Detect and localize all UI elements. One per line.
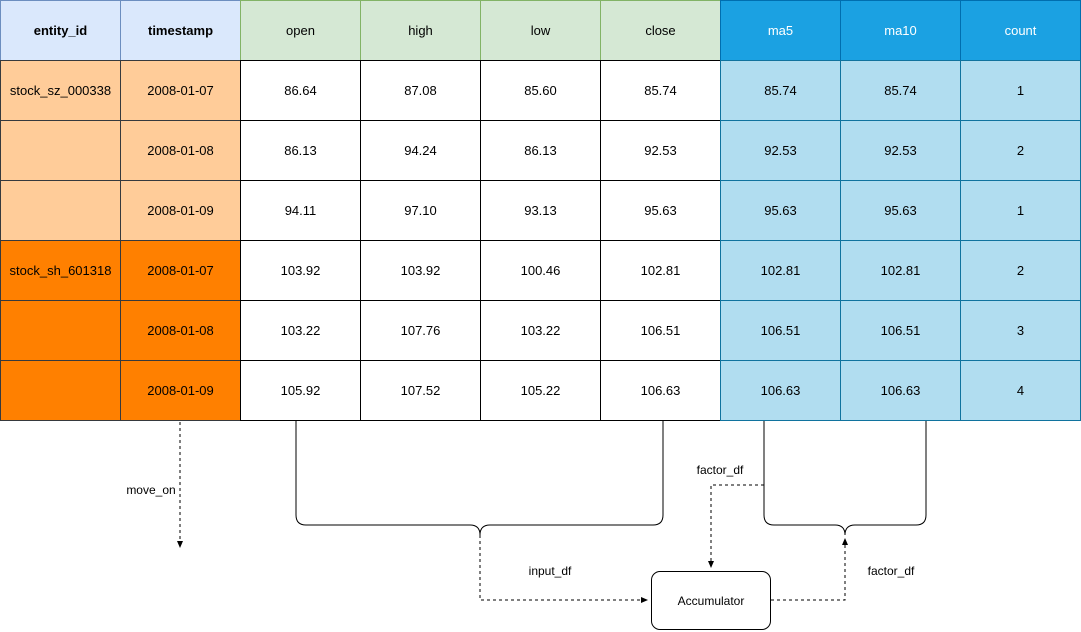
table-cell-low: 105.22 [480,360,601,421]
price-columns-brace [295,421,664,536]
table-cell-high: 94.24 [360,120,481,181]
table-cell-ma5: 85.74 [720,60,841,121]
table-cell-low: 93.13 [480,180,601,241]
table-cell-count: 4 [960,360,1081,421]
table-cell-count: 2 [960,240,1081,301]
column-header-count: count [960,0,1081,61]
column-header-high: high [360,0,481,61]
table-cell-timestamp: 2008-01-08 [120,120,241,181]
table-cell-open: 103.92 [240,240,361,301]
table-cell-high: 87.08 [360,60,481,121]
table-cell-ma5: 102.81 [720,240,841,301]
table-cell-entity-id [0,360,121,421]
table-cell-entity-id: stock_sz_000338 [0,60,121,121]
table-cell-timestamp: 2008-01-09 [120,360,241,421]
table-cell-entity-id [0,180,121,241]
table-cell-open: 86.64 [240,60,361,121]
table-cell-ma10: 85.74 [840,60,961,121]
table-cell-ma10: 106.51 [840,300,961,361]
table-cell-close: 85.74 [600,60,721,121]
column-header-open: open [240,0,361,61]
table-cell-low: 86.13 [480,120,601,181]
accumulator-box: Accumulator [651,571,771,630]
table-cell-ma5: 106.63 [720,360,841,421]
column-header-ma5: ma5 [720,0,841,61]
table-cell-entity-id [0,120,121,181]
table-cell-timestamp: 2008-01-07 [120,60,241,121]
column-header-ma10: ma10 [840,0,961,61]
input-df-label: input_df [528,564,572,578]
factor-columns-brace [763,421,927,536]
table-cell-timestamp: 2008-01-08 [120,300,241,361]
table-cell-ma10: 95.63 [840,180,961,241]
table-cell-ma5: 92.53 [720,120,841,181]
table-cell-close: 106.63 [600,360,721,421]
table-cell-low: 85.60 [480,60,601,121]
table-cell-ma5: 106.51 [720,300,841,361]
factor-df-in-arrow [708,484,764,568]
table-cell-open: 103.22 [240,300,361,361]
table-cell-ma5: 95.63 [720,180,841,241]
table-cell-count: 1 [960,60,1081,121]
table-cell-timestamp: 2008-01-09 [120,180,241,241]
table-cell-entity-id: stock_sh_601318 [0,240,121,301]
table-cell-count: 1 [960,180,1081,241]
column-header-timestamp: timestamp [120,0,241,61]
table-cell-low: 103.22 [480,300,601,361]
factor-df-label-top: factor_df [696,463,744,477]
table-cell-high: 107.76 [360,300,481,361]
table-cell-count: 3 [960,300,1081,361]
table-cell-timestamp: 2008-01-07 [120,240,241,301]
column-header-low: low [480,0,601,61]
table-cell-ma10: 102.81 [840,240,961,301]
table-cell-entity-id [0,300,121,361]
accumulator-label: Accumulator [677,593,745,608]
table-cell-open: 86.13 [240,120,361,181]
move-on-label: move_on [126,483,176,497]
table-cell-ma10: 106.63 [840,360,961,421]
table-cell-open: 105.92 [240,360,361,421]
table-cell-high: 107.52 [360,360,481,421]
table-cell-close: 102.81 [600,240,721,301]
table-cell-count: 2 [960,120,1081,181]
column-header-entity-id: entity_id [0,0,121,61]
table-cell-close: 106.51 [600,300,721,361]
table-cell-high: 97.10 [360,180,481,241]
column-header-close: close [600,0,721,61]
table-cell-open: 94.11 [240,180,361,241]
table-cell-low: 100.46 [480,240,601,301]
table-cell-high: 103.92 [360,240,481,301]
factor-df-out-arrow [771,538,848,601]
factor-df-label-right: factor_df [867,564,915,578]
table-cell-close: 95.63 [600,180,721,241]
table-cell-ma10: 92.53 [840,120,961,181]
table-cell-close: 92.53 [600,120,721,181]
